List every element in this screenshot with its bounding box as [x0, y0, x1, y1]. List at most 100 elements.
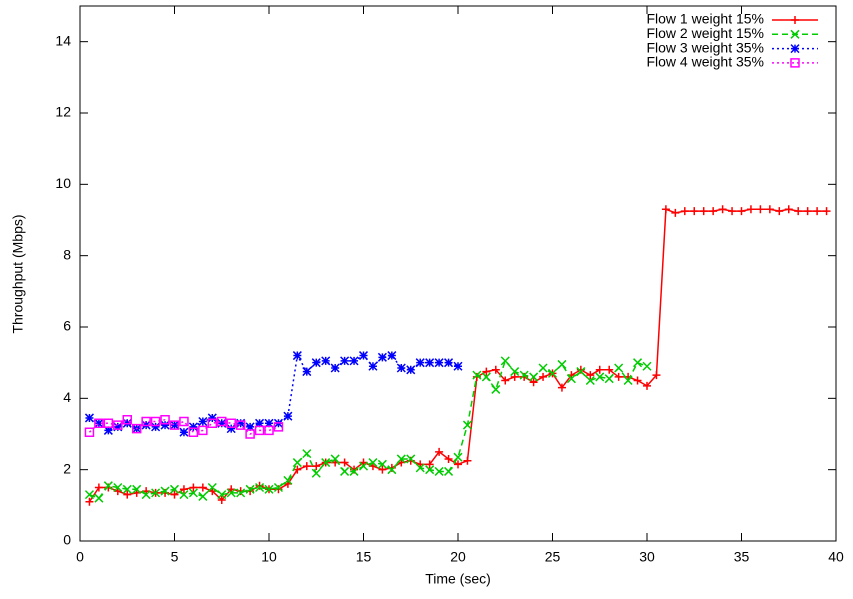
data-point	[803, 207, 812, 216]
data-point	[358, 461, 369, 471]
data-point	[273, 482, 283, 493]
data-point	[330, 363, 340, 373]
data-point	[226, 424, 236, 434]
legend-label: Flow 3 weight 35%	[646, 39, 764, 55]
data-point	[122, 484, 132, 494]
data-point	[189, 483, 198, 492]
data-point	[435, 447, 444, 456]
data-point	[94, 418, 104, 429]
data-point	[775, 207, 784, 216]
data-point	[539, 372, 548, 381]
data-point	[226, 488, 236, 498]
legend-marker	[790, 58, 800, 68]
y-tick-label: 4	[63, 389, 71, 405]
data-point	[425, 358, 435, 368]
data-point	[510, 372, 519, 381]
data-point	[236, 488, 246, 498]
data-point	[462, 420, 472, 430]
data-point	[293, 465, 302, 474]
y-axis-label: Throughput (Mbps)	[10, 214, 26, 333]
data-point	[131, 423, 142, 434]
data-point	[368, 458, 378, 468]
data-point	[434, 358, 444, 368]
data-point	[207, 482, 217, 493]
y-tick-label: 14	[55, 32, 71, 48]
x-tick-label: 10	[261, 549, 277, 565]
data-point	[103, 481, 113, 491]
data-point	[396, 363, 406, 373]
data-point	[585, 375, 595, 386]
data-point	[453, 361, 463, 371]
data-point	[557, 383, 566, 392]
data-point	[255, 418, 265, 428]
data-point	[368, 361, 378, 371]
data-point	[302, 367, 312, 377]
data-point	[529, 378, 538, 387]
data-point	[103, 418, 114, 429]
data-point	[501, 376, 510, 385]
data-point	[292, 351, 302, 361]
data-point	[84, 427, 95, 437]
data-point	[756, 205, 765, 214]
data-point	[605, 365, 614, 374]
data-point	[557, 359, 567, 369]
data-point	[358, 351, 369, 361]
data-point	[235, 420, 246, 430]
data-point	[406, 365, 416, 375]
data-point	[822, 207, 831, 216]
data-point	[94, 493, 104, 503]
y-tick-label: 8	[63, 246, 71, 262]
data-point	[425, 460, 434, 469]
data-point	[188, 488, 198, 498]
x-tick-label: 25	[545, 549, 561, 565]
data-point	[340, 356, 350, 366]
data-point	[415, 463, 425, 473]
data-point	[179, 490, 189, 500]
data-point	[188, 422, 198, 432]
data-point	[160, 486, 170, 496]
data-point	[283, 475, 293, 485]
x-tick-label: 35	[734, 549, 750, 565]
x-tick-label: 5	[171, 549, 179, 565]
data-point	[132, 484, 142, 494]
data-point	[179, 416, 189, 427]
series-line	[88, 418, 279, 435]
data-point	[188, 427, 199, 437]
data-point	[264, 484, 274, 494]
x-axis-label: Time (sec)	[425, 571, 491, 587]
data-point	[179, 427, 189, 437]
data-point	[302, 449, 312, 459]
data-point	[680, 207, 689, 216]
data-point	[273, 422, 284, 432]
data-point	[623, 375, 633, 386]
data-point	[500, 356, 510, 366]
data-point	[151, 422, 161, 432]
data-point	[349, 466, 359, 476]
data-point	[312, 462, 321, 471]
data-point	[217, 495, 226, 504]
data-point	[179, 485, 188, 494]
data-point	[245, 422, 255, 432]
data-point	[255, 482, 265, 493]
data-point	[169, 484, 180, 494]
x-tick-label: 40	[828, 549, 844, 565]
legend-marker	[790, 44, 800, 54]
data-point	[141, 416, 151, 427]
legend-label: Flow 2 weight 15%	[646, 25, 764, 41]
y-tick-label: 2	[63, 460, 71, 476]
data-point	[586, 371, 595, 380]
legend-label: Flow 1 weight 15%	[646, 11, 764, 27]
data-point	[141, 490, 151, 500]
x-tick-label: 30	[639, 549, 655, 565]
data-point	[652, 371, 661, 380]
data-point	[576, 367, 586, 377]
data-point	[311, 468, 321, 478]
data-point	[538, 363, 548, 373]
data-point	[491, 365, 500, 374]
data-point	[84, 490, 94, 500]
data-point	[434, 466, 444, 476]
data-point	[661, 205, 670, 214]
data-point	[454, 460, 462, 469]
data-point	[728, 207, 737, 216]
data-point	[217, 416, 227, 427]
